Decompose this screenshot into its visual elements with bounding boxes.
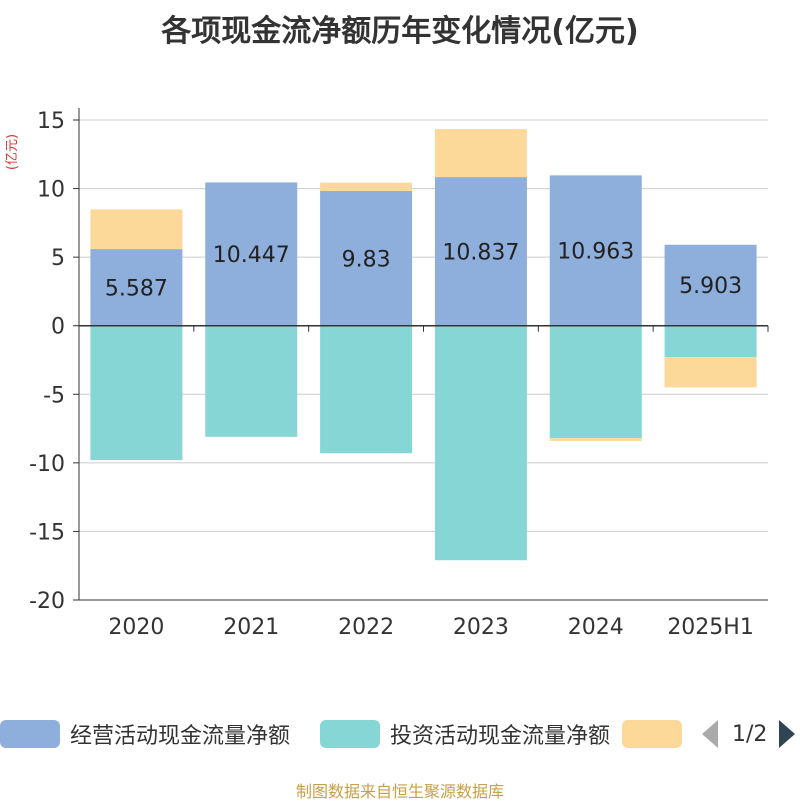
bar-value-label: 10.963: [557, 240, 634, 265]
bar-series-0-2023[interactable]: [434, 177, 527, 326]
x-tick-label: 2021: [223, 615, 279, 640]
y-tick-label: -10: [29, 452, 65, 477]
legend-pager: 1/2: [702, 716, 796, 752]
bar-value-label: 9.83: [342, 247, 391, 272]
y-tick-label: -20: [29, 589, 65, 614]
x-tick-label: 2022: [338, 615, 394, 640]
data-source-note: 制图数据来自恒生聚源数据库: [295, 782, 504, 801]
stacked-bar-chart: 15 10 5 0 -5 -10 -15 -20 2020 2021 2022 2023 2024 202…: [29, 108, 769, 640]
bar-series-1-2020[interactable]: [90, 325, 183, 461]
axes: 15 10 5 0 -5 -10 -15 -20 2020 2021 2022 2023 2024 202…: [29, 108, 769, 640]
x-tick-label: 2023: [453, 615, 509, 640]
bar-series-1-2021[interactable]: [205, 325, 298, 437]
bar-series-0-2021[interactable]: [205, 182, 298, 326]
bar-series-0-2024[interactable]: [549, 175, 642, 326]
y-tick-label: -15: [29, 520, 65, 545]
y-tick-label: 10: [37, 178, 65, 203]
y-axis-unit-label: (亿元): [5, 134, 20, 170]
legend: 经营活动现金流量净额 投资活动现金流量净额 1/2: [0, 716, 800, 756]
bar-series-2-2023[interactable]: [434, 129, 527, 178]
bar-series-0-2022[interactable]: [320, 190, 413, 326]
legend-prev-page-icon[interactable]: [702, 720, 718, 748]
data-labels: 5.587 10.447 9.83 10.837 10.963 5.903: [105, 240, 742, 302]
bar-value-label: 5.587: [105, 276, 168, 301]
bar-series-1-2023[interactable]: [434, 325, 527, 561]
legend-label-operating: 经营活动现金流量净额: [70, 724, 291, 749]
bar-series-1-2022[interactable]: [320, 325, 413, 454]
bar-series-1-2024[interactable]: [549, 325, 642, 439]
bar-series-2-2025H1[interactable]: [664, 357, 757, 388]
bar-series-1-2025H1[interactable]: [664, 325, 757, 358]
bar-value-label: 10.447: [213, 243, 290, 268]
bar-series-0-2025H1[interactable]: [664, 244, 757, 326]
y-tick-label: 0: [51, 315, 65, 340]
chart-title: 各项现金流净额历年变化情况(亿元): [161, 14, 639, 49]
legend-item-financing[interactable]: [622, 716, 682, 752]
unit-text: (亿元): [5, 134, 20, 170]
bars: [90, 129, 757, 561]
bar-value-label: 5.903: [679, 274, 742, 299]
bar-series-0-2020[interactable]: [90, 249, 183, 326]
x-tick-label: 2025H1: [667, 615, 754, 640]
x-tick-label: 2020: [108, 615, 164, 640]
legend-swatch-investing: [320, 720, 380, 748]
legend-item-operating[interactable]: 经营活动现金流量净额: [0, 716, 290, 752]
bar-value-label: 10.837: [442, 240, 519, 265]
y-tick-label: -5: [43, 383, 65, 408]
x-tick-label: 2024: [568, 615, 624, 640]
bar-series-2-2020[interactable]: [90, 209, 183, 250]
legend-item-investing[interactable]: 投资活动现金流量净额: [320, 716, 610, 752]
legend-label-investing: 投资活动现金流量净额: [390, 724, 611, 749]
legend-page-number: 1/2: [732, 721, 768, 747]
bar-series-2-2024[interactable]: [549, 438, 642, 441]
legend-swatch-operating: [0, 720, 60, 748]
legend-swatch-financing: [622, 720, 682, 748]
bar-series-2-2022[interactable]: [320, 182, 413, 191]
y-tick-label: 5: [51, 246, 65, 271]
y-tick-label: 15: [37, 109, 65, 134]
legend-next-page-icon[interactable]: [779, 720, 796, 748]
